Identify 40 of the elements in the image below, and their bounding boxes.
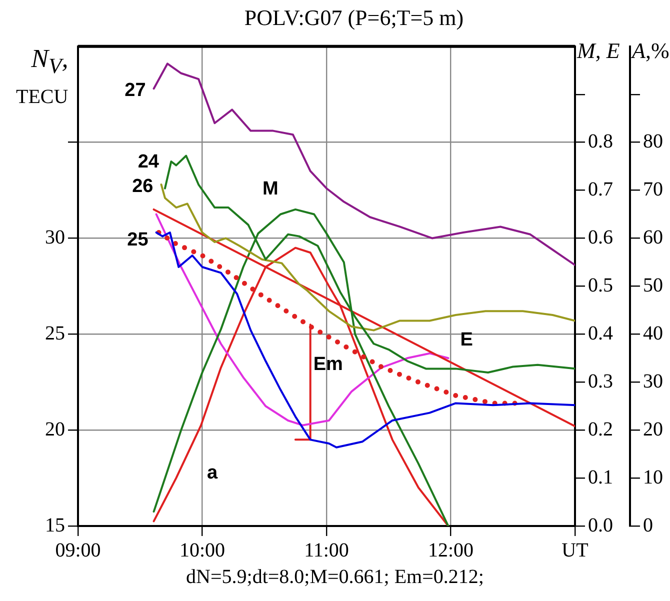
y2-tick-label: 0.3: [588, 370, 613, 392]
y-tick-label: 25: [45, 322, 65, 344]
x-tick-label: 10:00: [179, 539, 226, 562]
y2-tick-label: 0.0: [588, 514, 613, 536]
y3-tick-label: 30: [643, 370, 663, 392]
y3-axis-title: A,%: [632, 38, 670, 64]
y-axis-title: N$_{V}$, TECU: [16, 44, 68, 110]
series-label: M: [262, 178, 278, 200]
y2-tick-label: 0.8: [588, 130, 613, 153]
y2-tick-label: 0.4: [588, 322, 613, 344]
y2-tick-label: 0.7: [588, 178, 613, 201]
series-label: a: [207, 462, 218, 484]
series-label: 27: [124, 80, 146, 101]
y3-tick-label: 20: [643, 418, 663, 440]
x-tick-label: 09:00: [55, 539, 101, 562]
x-tick-label: UT: [562, 539, 588, 562]
y2-tick-label: 0.2: [588, 418, 613, 440]
y3-tick-label: 60: [643, 226, 663, 248]
series-label: E: [460, 329, 473, 350]
y3-tick-label: 0: [643, 514, 653, 536]
y2-tick-label: 0.5: [588, 274, 613, 296]
y3-tick-label: 80: [643, 130, 663, 153]
y-tick-label: 30: [45, 226, 65, 248]
x-tick-label: 11:00: [304, 539, 349, 562]
y2-tick-label: 0.1: [588, 466, 613, 488]
series-label: Em: [313, 354, 343, 375]
series-label: 26: [132, 176, 154, 197]
y3-tick-label: 70: [643, 178, 663, 201]
x-tick-label: 12:00: [428, 539, 474, 562]
y-tick-label: 15: [45, 514, 65, 536]
y2-axis-title: M, E: [577, 38, 620, 64]
series-label: 24: [138, 152, 160, 173]
y2-tick-label: 0.6: [588, 226, 613, 248]
chart-title: POLV:G07 (P=6;T=5 m): [244, 4, 464, 30]
text: dN=5.9;dt=8.0;M=0.661; Em=0.212;: [185, 566, 485, 589]
series-label: 25: [127, 230, 149, 251]
y3-tick-label: 50: [643, 274, 663, 296]
y3-tick-label: 10: [643, 466, 663, 488]
y-tick-label: 20: [45, 418, 65, 440]
y3-tick-label: 40: [643, 322, 663, 344]
